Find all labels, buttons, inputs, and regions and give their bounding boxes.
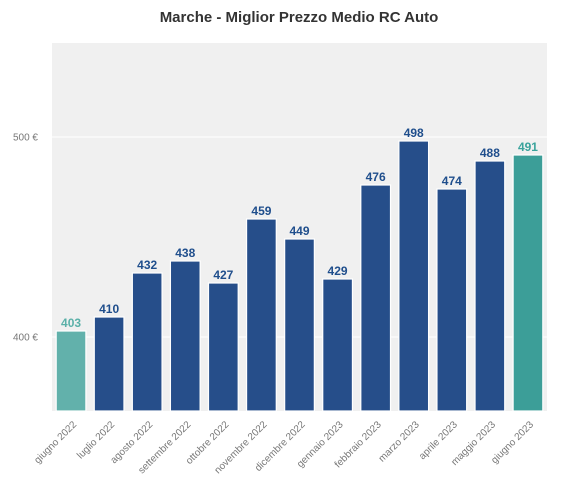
- data-labels: 403 410 432 438 427 459 449 429 476 498 474 488 491: [61, 126, 538, 330]
- bars: [55, 140, 544, 412]
- x-tick-label: giugno 2022: [32, 419, 79, 466]
- y-tick-label: 400 €: [13, 333, 38, 344]
- data-label: 427: [213, 268, 233, 282]
- bar: [512, 154, 544, 412]
- data-label: 410: [99, 302, 119, 316]
- chart-title: Marche - Miglior Prezzo Medio RC Auto: [160, 9, 439, 26]
- bar: [131, 272, 163, 412]
- bar: [398, 140, 430, 412]
- bar: [360, 184, 392, 412]
- bar: [474, 160, 506, 412]
- data-label: 449: [289, 224, 309, 238]
- data-label: 429: [328, 264, 348, 278]
- bar: [322, 278, 354, 412]
- data-label: 432: [137, 258, 157, 272]
- data-label: 403: [61, 316, 81, 330]
- bar: [436, 188, 468, 412]
- data-label: 498: [404, 126, 424, 140]
- data-label: 491: [518, 140, 538, 154]
- bar: [93, 316, 125, 412]
- data-label: 474: [442, 174, 462, 188]
- bar: [169, 260, 201, 412]
- y-axis: 400 € 500 €: [13, 133, 38, 344]
- x-tick-label: marzo 2023: [377, 419, 422, 464]
- data-label: 488: [480, 146, 500, 160]
- data-label: 459: [251, 204, 271, 218]
- data-label: 476: [366, 170, 386, 184]
- bar: [284, 238, 315, 412]
- data-label: 438: [175, 246, 195, 260]
- y-tick-label: 500 €: [13, 133, 38, 144]
- bar: [207, 282, 239, 412]
- bar: [55, 330, 87, 412]
- bar: [245, 218, 277, 412]
